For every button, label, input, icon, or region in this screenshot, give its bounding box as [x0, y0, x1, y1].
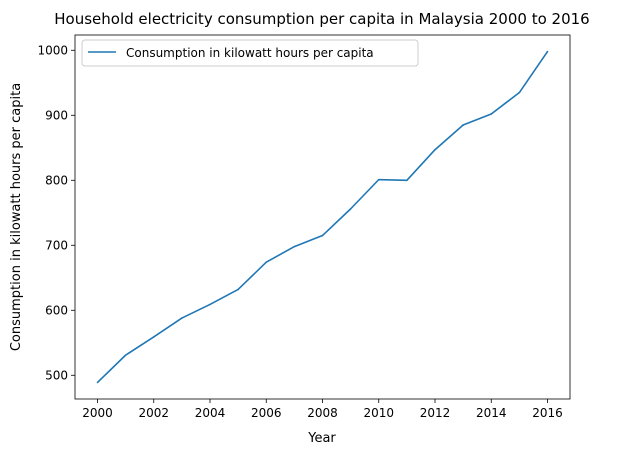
- y-axis: 500 600 700 800 900 1000: [37, 43, 75, 382]
- data-point: [377, 178, 380, 181]
- data-point: [124, 354, 127, 356]
- y-tick-label: 800: [45, 173, 68, 187]
- data-point: [96, 381, 99, 384]
- x-axis-label: Year: [307, 431, 336, 446]
- data-point: [209, 303, 211, 306]
- x-tick-label: 2010: [363, 406, 394, 420]
- data-point: [181, 317, 183, 319]
- data-point: [546, 50, 549, 53]
- y-axis-label: Consumption in kilowatt hours per capita: [9, 83, 24, 351]
- series-layer: [96, 50, 549, 384]
- legend-box: [81, 39, 419, 67]
- data-point: [349, 208, 352, 210]
- x-tick-label: 2008: [307, 406, 338, 420]
- x-tick-label: 2002: [138, 406, 169, 420]
- x-axis: 2000 2002 2004 2006 2008 2010 2012 2014 2016: [82, 399, 563, 420]
- y-tick-label: 900: [45, 108, 68, 122]
- data-point: [406, 179, 408, 182]
- data-point: [321, 234, 324, 237]
- x-tick-label: 2006: [251, 406, 282, 420]
- x-tick-label: 2000: [82, 406, 113, 420]
- x-tick-label: 2014: [476, 406, 507, 420]
- chart-title: Household electricity consumption per ca…: [54, 10, 589, 28]
- legend: Consumption in kilowatt hours per capita: [81, 39, 419, 67]
- x-tick-label: 2004: [195, 406, 226, 420]
- data-point: [293, 245, 296, 248]
- data-point: [237, 288, 239, 291]
- data-point: [462, 124, 464, 126]
- series-line: [96, 51, 549, 384]
- plot-frame: [74, 34, 571, 400]
- y-tick-label: 600: [45, 303, 68, 317]
- data-point: [265, 261, 268, 263]
- data-point: [518, 91, 521, 94]
- y-tick-label: 700: [45, 238, 68, 252]
- data-point: [434, 148, 436, 151]
- data-point: [490, 113, 493, 115]
- x-tick-label: 2016: [532, 406, 563, 420]
- x-tick-label: 2012: [420, 406, 451, 420]
- data-point: [152, 336, 155, 338]
- y-tick-label: 1000: [37, 43, 68, 57]
- y-tick-label: 500: [45, 368, 68, 382]
- legend-entry-label: Consumption in kilowatt hours per capita: [126, 46, 374, 60]
